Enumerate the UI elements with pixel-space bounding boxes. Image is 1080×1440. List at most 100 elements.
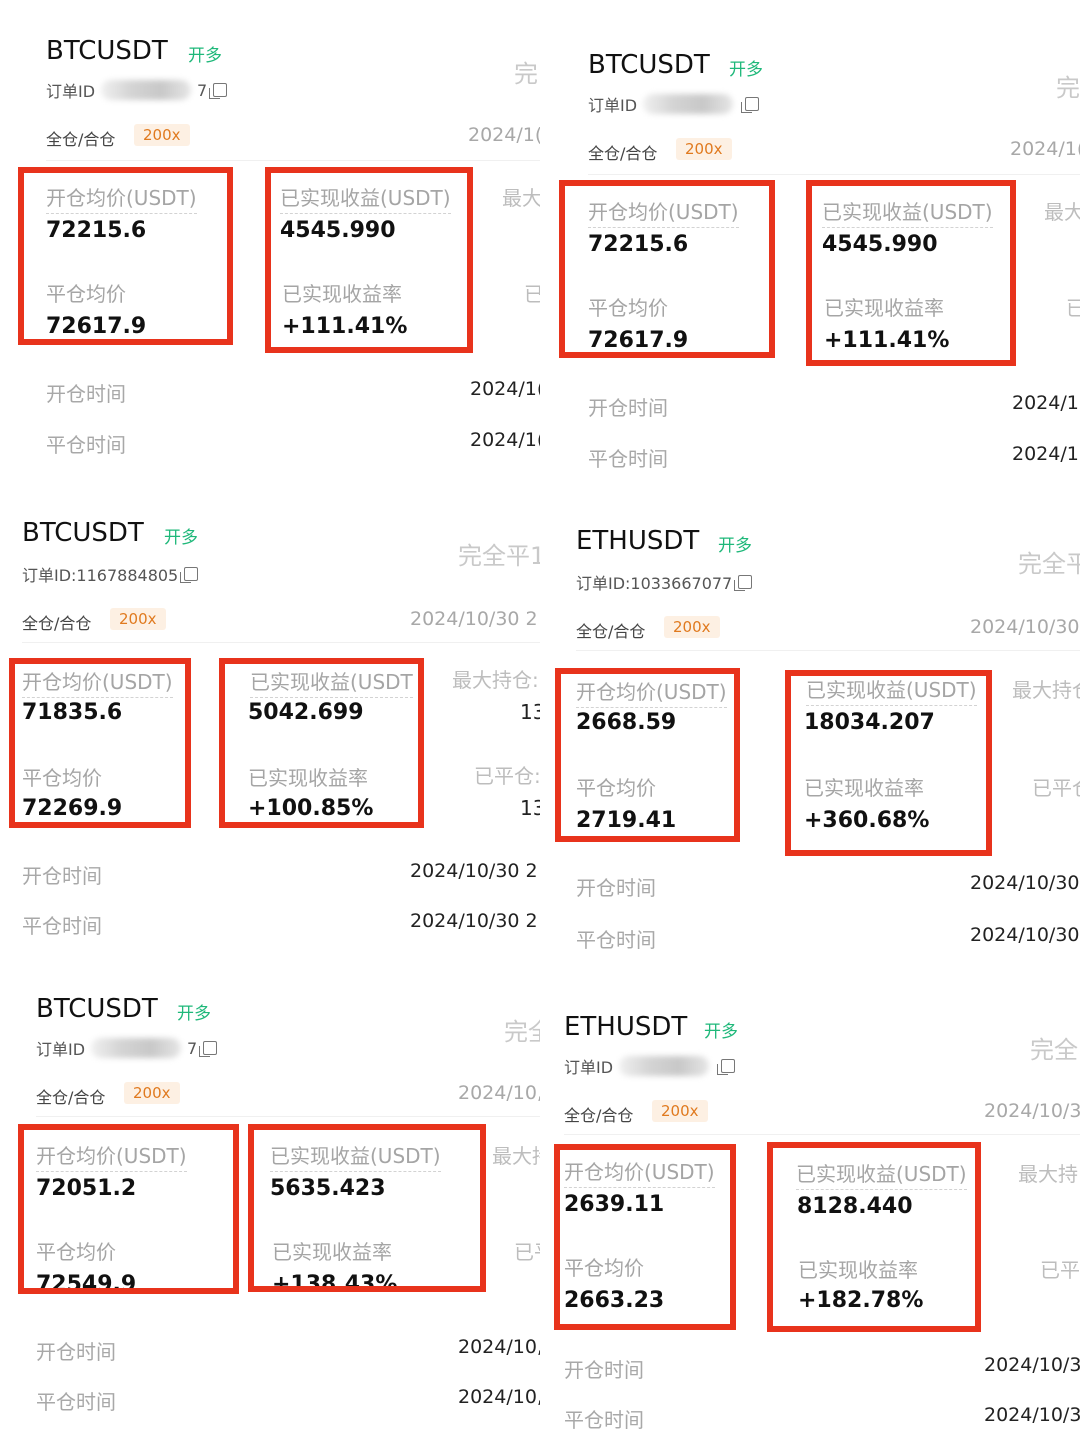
copy-icon[interactable] <box>741 97 760 113</box>
status-text: 完全 <box>1030 1036 1078 1064</box>
realized-roe: +360.68% <box>804 808 930 833</box>
exit-price: 2719.41 <box>576 808 677 833</box>
side-badge: 开多 <box>164 528 198 548</box>
margin-mode: 全仓/合仓 <box>36 1088 106 1107</box>
date: 2024/10/30 2 <box>410 608 538 630</box>
highlight-box-prices <box>559 180 775 358</box>
symbol: ETHUSDT <box>564 1012 688 1042</box>
leverage-badge: 200x <box>676 138 732 160</box>
max-position-label: 最大 <box>502 186 540 210</box>
order-id: 订单ID:1167884805 <box>22 562 199 586</box>
close-time: 2024/1( <box>1012 443 1080 465</box>
side-badge: 开多 <box>729 60 763 80</box>
copy-icon[interactable] <box>734 575 753 591</box>
order-id: 订单ID <box>588 92 760 116</box>
max-position-label: 最大持 <box>1018 1162 1078 1186</box>
date: 2024/1( <box>468 124 540 146</box>
copy-icon[interactable] <box>717 1059 736 1075</box>
entry-price-label: 开仓均价(USDT) <box>36 1140 187 1172</box>
trade-card-5: BTCUSDT 开多 完全 订单ID 7 全仓/合仓 200x 2024/10,… <box>0 970 540 1440</box>
realized-roe: +138.43% <box>272 1272 398 1297</box>
closed-position-label: 已平 <box>514 1240 540 1264</box>
divider <box>576 650 1080 651</box>
trade-card-3: BTCUSDT 开多 完全平1 订单ID:1167884805 全仓/合仓 20… <box>0 490 540 970</box>
close-time-label: 平仓时间 <box>36 1390 116 1414</box>
margin-mode: 全仓/合仓 <box>22 614 92 633</box>
realized-roe-label: 已实现收益率 <box>824 296 944 320</box>
realized-pnl: 5635.423 <box>270 1176 386 1201</box>
blurred-order-id <box>91 1038 182 1058</box>
margin-mode: 全仓/合仓 <box>576 622 646 641</box>
open-time-label: 开仓时间 <box>564 1358 644 1382</box>
close-time: 2024/10/3 <box>984 1404 1080 1426</box>
entry-price: 72215.6 <box>588 232 689 257</box>
open-time-label: 开仓时间 <box>22 864 102 888</box>
closed-position-label: 已 <box>1066 296 1080 320</box>
side-badge: 开多 <box>188 46 222 66</box>
margin-mode: 全仓/合仓 <box>564 1106 634 1125</box>
blurred-order-id <box>643 94 734 114</box>
close-time-label: 平仓时间 <box>46 433 126 457</box>
copy-icon[interactable] <box>199 1041 218 1057</box>
trade-card-1: BTCUSDT 开多 完 订单ID 7 全仓/合仓 200x 2024/1( 开… <box>0 0 540 490</box>
order-id-suffix: 7 <box>187 1038 198 1058</box>
exit-price: 72269.9 <box>22 796 123 821</box>
copy-icon[interactable] <box>209 83 228 99</box>
realized-pnl-label: 已实现收益(USDT) <box>280 182 451 214</box>
order-id-label: 订单ID:1033667077 <box>576 574 733 593</box>
order-id: 订单ID 7 <box>46 78 228 102</box>
realized-roe-label: 已实现收益率 <box>272 1240 392 1264</box>
highlight-box-pnl <box>785 670 992 856</box>
status-text: 完全平1 <box>458 542 540 570</box>
entry-price: 72215.6 <box>46 218 147 243</box>
closed-position: 13 <box>520 796 540 820</box>
realized-pnl-label: 已实现收益(USDT) <box>270 1140 441 1172</box>
divider <box>22 642 540 643</box>
order-id-label: 订单ID:1167884805 <box>22 566 179 585</box>
realized-roe: +111.41% <box>282 314 408 339</box>
symbol: BTCUSDT <box>46 36 168 66</box>
symbol: BTCUSDT <box>588 50 710 80</box>
highlight-box-prices <box>9 658 191 828</box>
order-id: 订单ID:1033667077 <box>576 570 753 594</box>
realized-pnl-label: 已实现收益(USDT) <box>822 196 993 228</box>
exit-price-label: 平仓均价 <box>576 776 656 800</box>
exit-price: 72617.9 <box>588 328 689 353</box>
symbol: ETHUSDT <box>576 526 700 556</box>
realized-pnl: 4545.990 <box>822 232 938 257</box>
side-badge: 开多 <box>704 1022 738 1042</box>
order-id-label: 订单ID <box>46 82 96 101</box>
realized-pnl-label: 已实现收益(USDT) <box>796 1158 967 1190</box>
leverage-badge: 200x <box>134 124 190 146</box>
realized-pnl: 8128.440 <box>797 1194 913 1219</box>
leverage-badge: 200x <box>652 1100 708 1122</box>
highlight-box-pnl <box>219 658 424 828</box>
highlight-box-prices <box>555 668 740 842</box>
trade-card-6: ETHUSDT 开多 完全 订单ID 全仓/合仓 200x 2024/10/3 … <box>540 970 1080 1440</box>
entry-price: 72051.2 <box>36 1176 137 1201</box>
closed-position-label: 已平 <box>1040 1258 1080 1282</box>
close-time: 2024/10, <box>458 1386 540 1408</box>
order-id-label: 订单ID <box>588 96 638 115</box>
highlight-box-prices <box>554 1144 736 1330</box>
entry-price-label: 开仓均价(USDT) <box>22 666 173 698</box>
exit-price-label: 平仓均价 <box>564 1256 644 1280</box>
exit-price: 72617.9 <box>46 314 147 339</box>
trade-card-2: BTCUSDT 开多 完 订单ID 全仓/合仓 200x 2024/1( 开仓均… <box>540 0 1080 490</box>
max-position-label: 最大持仓: <box>452 668 539 692</box>
symbol: BTCUSDT <box>22 518 144 548</box>
exit-price-label: 平仓均价 <box>36 1240 116 1264</box>
closed-position-label: 已平仓 <box>1032 776 1080 800</box>
exit-price-label: 平仓均价 <box>22 766 102 790</box>
copy-icon[interactable] <box>180 567 199 583</box>
open-time: 2024/1( <box>470 378 540 400</box>
order-id: 订单ID <box>564 1054 736 1078</box>
exit-price-label: 平仓均价 <box>46 282 126 306</box>
side-badge: 开多 <box>718 536 752 556</box>
status-text: 完 <box>1056 74 1080 102</box>
realized-pnl-label: 已实现收益(USDT <box>250 666 413 698</box>
open-time-label: 开仓时间 <box>576 876 656 900</box>
divider <box>564 1134 1080 1135</box>
order-id-suffix: 7 <box>197 80 208 100</box>
realized-roe: +100.85% <box>248 796 374 821</box>
